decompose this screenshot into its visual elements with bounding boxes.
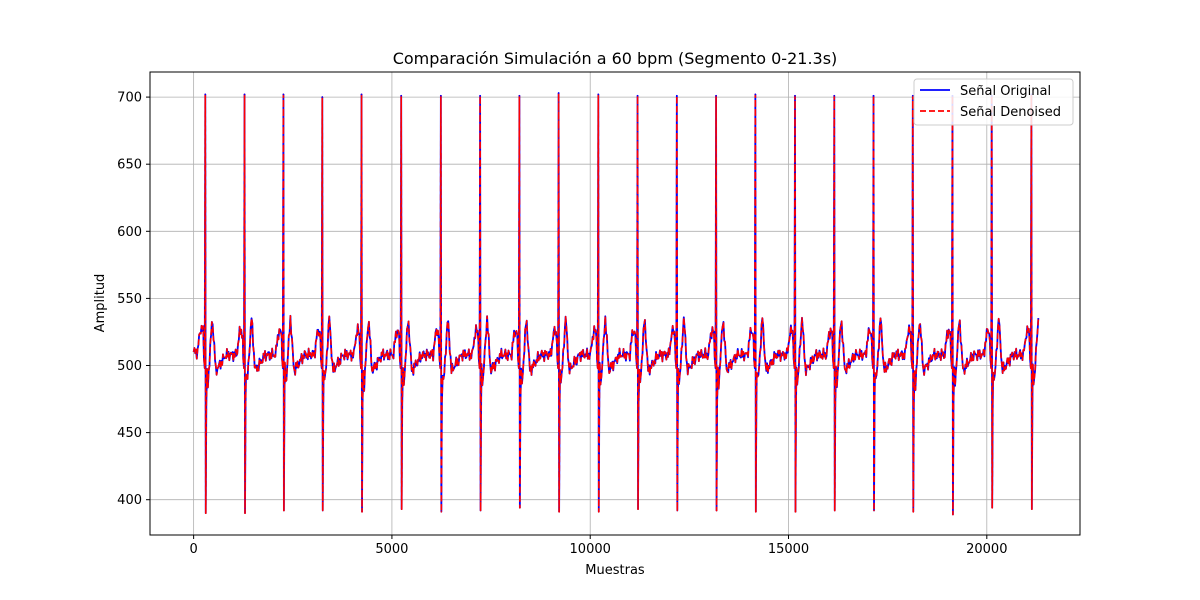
s-trough-point [794, 510, 797, 513]
r-peak-point [676, 94, 678, 97]
chart-title: Comparación Simulación a 60 bpm (Segment… [393, 49, 838, 68]
x-tick-label: 20000 [966, 542, 1007, 557]
series-line-denoised [192, 92, 1040, 516]
y-tick-label: 650 [117, 158, 142, 173]
s-trough-point [479, 509, 482, 512]
r-peak-point [754, 93, 757, 96]
s-trough-point [440, 510, 443, 513]
r-peak-point [321, 96, 324, 98]
y-axis: 400 450 500 550 600 650 700 [117, 91, 150, 508]
s-trough-point [755, 510, 757, 513]
r-peak-point [597, 93, 600, 96]
x-tick-label: 10000 [570, 542, 611, 557]
r-peak-point [243, 93, 246, 96]
x-tick-label: 15000 [768, 542, 809, 557]
s-trough-point [321, 509, 324, 512]
r-peak-point [400, 94, 402, 97]
s-trough-point [519, 506, 521, 509]
legend-box [913, 78, 1074, 126]
y-tick-label: 600 [117, 225, 142, 240]
s-trough-point [676, 509, 679, 512]
y-tick-label: 700 [117, 91, 142, 106]
r-peak-point [636, 94, 639, 97]
grid [150, 72, 1080, 535]
s-trough-point [558, 510, 560, 513]
s-trough-point [912, 510, 915, 513]
legend-label-denoised: Señal Denoised [960, 105, 1061, 120]
s-trough-point [715, 509, 718, 512]
r-peak-point [518, 94, 521, 97]
y-tick-label: 400 [117, 493, 142, 508]
y-tick-label: 450 [117, 426, 142, 441]
s-trough-point [244, 512, 246, 514]
x-axis: 0 5000 10000 15000 20000 [189, 535, 1007, 557]
r-peak-point [794, 94, 796, 97]
r-peak-point [282, 93, 285, 96]
x-tick-label: 0 [189, 542, 197, 557]
s-trough-point [873, 509, 875, 512]
series-layer [192, 92, 1040, 516]
legend: Señal Original Señal Denoised [913, 78, 1074, 126]
s-trough-point [361, 510, 363, 513]
r-peak-point [479, 94, 481, 97]
plot-frame [149, 71, 1081, 536]
s-trough-point [1031, 508, 1033, 510]
s-trough-point [204, 512, 207, 514]
r-peak-point [204, 93, 207, 96]
legend-label-original: Señal Original [960, 84, 1051, 99]
y-tick-label: 550 [117, 292, 142, 307]
x-tick-label: 5000 [375, 542, 408, 557]
s-trough-point [833, 509, 836, 512]
s-trough-point [283, 509, 285, 512]
r-peak-point [715, 94, 717, 97]
y-tick-label: 500 [117, 359, 142, 374]
s-trough-point [637, 508, 639, 510]
r-peak-point [872, 94, 875, 97]
s-trough-point [952, 513, 954, 516]
r-peak-point [911, 94, 914, 97]
s-trough-point [991, 506, 993, 509]
r-peak-point [360, 93, 363, 96]
r-peak-point [833, 94, 836, 97]
s-trough-point [400, 508, 403, 510]
x-axis-label: Muestras [585, 563, 645, 578]
s-trough-point [597, 510, 600, 513]
r-peak-point [440, 94, 442, 97]
y-axis-label: Amplitud [93, 274, 108, 333]
r-peak-point [557, 92, 560, 94]
